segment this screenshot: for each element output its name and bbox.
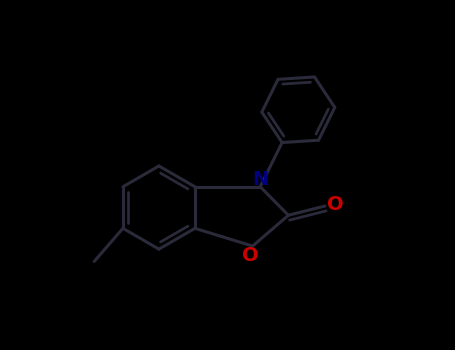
Text: O: O	[243, 246, 259, 265]
Text: O: O	[328, 195, 344, 214]
Text: N: N	[252, 169, 268, 189]
